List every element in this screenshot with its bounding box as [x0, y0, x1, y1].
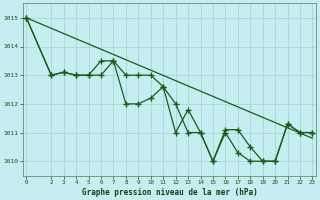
X-axis label: Graphe pression niveau de la mer (hPa): Graphe pression niveau de la mer (hPa)	[82, 188, 257, 197]
